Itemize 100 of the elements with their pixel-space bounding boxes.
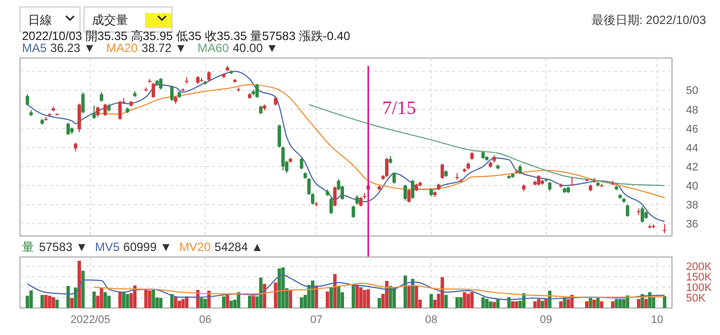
candlestick: [159, 77, 162, 90]
bar: [252, 296, 256, 308]
bar: [596, 297, 600, 308]
bar: [514, 301, 518, 308]
bar: [274, 282, 278, 308]
bar: [359, 287, 363, 308]
candlestick: [255, 83, 259, 98]
bar: [314, 286, 318, 308]
bar: [355, 286, 359, 308]
text: 40.00 ▼: [232, 41, 278, 55]
bar: [236, 292, 240, 308]
bar: [159, 298, 162, 308]
y-tick-label: 50K: [686, 292, 706, 304]
bar: [385, 280, 388, 308]
bar: [229, 300, 233, 308]
line-series: [26, 274, 666, 300]
bar: [430, 294, 433, 308]
candlestick: [100, 92, 104, 102]
text: 2022/10/03 開35.35 高35.95 低35 收35.35 量57583 漲跌-0.40: [22, 29, 351, 43]
bar: [636, 299, 640, 308]
text: 38.72 ▼: [142, 41, 187, 55]
bar: [55, 300, 59, 308]
bar: [178, 300, 181, 308]
bar: [496, 298, 500, 308]
text: 最後日期: 2022/10/03: [591, 13, 706, 27]
text: 36.23 ▼: [50, 41, 96, 55]
candlestick: [518, 164, 522, 175]
bar: [414, 286, 418, 308]
text: 日線: [28, 13, 52, 27]
bar: [540, 300, 544, 308]
line-series: [97, 84, 666, 198]
bar: [185, 296, 188, 308]
bar: [170, 294, 174, 308]
candlestick: [104, 103, 107, 117]
bar: [152, 290, 156, 308]
text: 成交量: [92, 13, 128, 27]
text: MV5: [95, 240, 120, 254]
bar: [104, 292, 107, 308]
text: 54284 ▲: [214, 240, 264, 254]
candlestick: [355, 194, 359, 206]
candlestick: [352, 205, 356, 218]
bar: [366, 289, 370, 308]
ref-line-label: 7/15: [382, 98, 416, 119]
bar: [459, 297, 463, 308]
bar: [278, 268, 282, 308]
line-series: [26, 70, 666, 222]
candlestick: [92, 105, 96, 120]
candlestick: [662, 224, 666, 234]
x-tick-label: 2022/05: [70, 314, 110, 326]
candlestick: [81, 92, 85, 114]
bar: [481, 297, 485, 308]
x-tick-label: 07: [310, 314, 322, 326]
bar: [74, 288, 78, 308]
candlestick: [152, 82, 156, 98]
bar: [611, 301, 614, 308]
bar: [329, 288, 333, 308]
bar: [40, 294, 44, 308]
bar: [618, 299, 622, 308]
text: 60999 ▼: [123, 240, 172, 254]
bar: [174, 297, 178, 308]
bar: [559, 301, 563, 308]
y-tick-label: 150K: [686, 272, 712, 284]
bar: [485, 298, 488, 308]
bar: [44, 294, 48, 308]
y-tick-label: 50: [686, 85, 698, 98]
y-tick-label: 40: [686, 180, 698, 192]
bar: [536, 299, 540, 308]
y-tick-label: 100K: [686, 282, 712, 294]
bar: [592, 300, 596, 308]
candlestick: [26, 94, 30, 106]
bar: [440, 277, 444, 308]
bar: [533, 301, 537, 308]
bar: [70, 298, 74, 308]
y-tick-label: 36: [686, 218, 698, 230]
bar: [600, 301, 604, 308]
bar: [288, 290, 292, 308]
candlestick: [96, 106, 100, 118]
bar: [122, 292, 126, 308]
text: MA60: [198, 41, 230, 55]
candlestick: [207, 70, 211, 82]
bar: [511, 301, 514, 308]
bar: [248, 296, 252, 308]
candlestick: [404, 184, 407, 202]
bar: [107, 296, 111, 308]
text: MA5: [22, 41, 47, 55]
bar: [622, 299, 626, 308]
bar: [404, 276, 407, 308]
candlestick: [548, 181, 552, 192]
candlestick: [536, 174, 540, 186]
y-tick-label: 44: [686, 142, 698, 154]
x-tick-label: 10: [651, 314, 664, 326]
bar: [492, 302, 496, 308]
bar: [662, 296, 666, 308]
bar: [410, 278, 414, 308]
bar: [378, 298, 382, 308]
bar: [148, 290, 152, 308]
candlestick: [333, 186, 337, 207]
text: 57583 ▼: [39, 240, 88, 254]
bar: [66, 286, 70, 308]
bar: [352, 284, 356, 308]
